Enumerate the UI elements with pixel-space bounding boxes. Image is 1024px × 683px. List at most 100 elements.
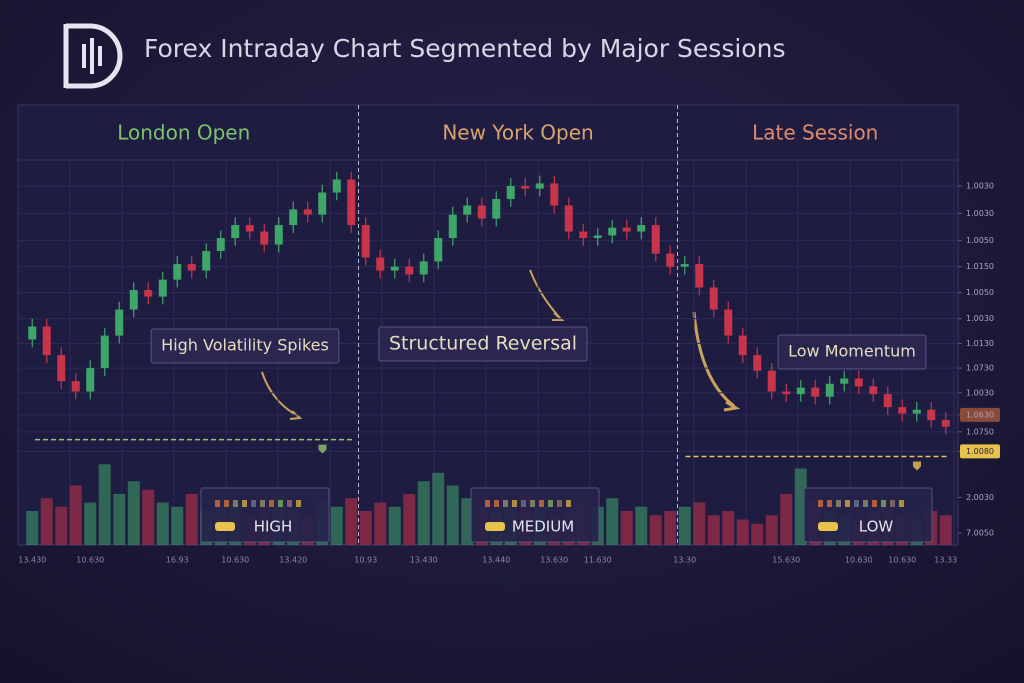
volume-bar [678,506,691,545]
session-title: New York Open [442,121,593,145]
candle-body [477,205,486,219]
panel [17,104,959,546]
candle-body [28,326,37,340]
volatility-dot [863,500,868,507]
annotation: Low Momentum [788,342,916,361]
arrow [692,311,735,408]
volatility-dot [260,500,265,507]
arrow-head [552,312,565,321]
volume-bar [939,515,952,545]
y-tick-label: 1.0080 [966,447,994,456]
volume-bar [359,511,372,545]
volume-bar [374,502,387,545]
volatility-dot [494,500,499,507]
x-tick-label: 10.630 [76,556,104,565]
volume-tick-label: 7.0050 [966,529,994,538]
candle-body [709,287,718,310]
y-tick-label: 1.0050 [966,236,994,245]
volatility-dot [296,500,301,507]
candle-body [42,326,51,356]
y-tick-label: 1.0630 [966,410,994,419]
arrows [261,269,741,420]
arrow-head [289,410,303,420]
volume-bar [736,519,749,545]
x-tick-label: 10.93 [354,556,377,565]
logo-mark [66,23,123,89]
y-tick-label: 1.0730 [966,364,994,373]
x-tick-label: 16.93 [166,556,189,565]
volatility-dot [503,500,508,507]
volume-bar [649,515,662,545]
arrow-head [723,400,741,412]
volume-bar [722,511,735,545]
volume-bar [26,511,39,545]
volatility-dot [269,500,274,507]
annotation: High Volatility Spikes [161,336,329,355]
x-tick-label: 13.33 [934,556,957,565]
x-tick-label: 10.630 [845,556,873,565]
volatility-dot [224,500,229,507]
x-tick-label: 11.630 [584,556,612,565]
volatility-dot [854,500,859,507]
candle-body [564,205,573,232]
volatility-dot [485,500,490,507]
volume-bar [345,498,358,545]
volume-bar [707,515,720,545]
volume-bar [330,506,343,545]
candle-body [303,209,312,215]
candle-body [289,209,298,226]
volume-bar [751,523,764,545]
badge-icon [485,522,505,531]
volume-bar [432,472,445,545]
volume-bar [606,498,619,545]
candle-body [912,409,921,414]
volume-bar [664,511,677,545]
candle-body [506,186,515,200]
candle-body [651,225,660,254]
candle-body [231,225,240,239]
volume-bar [185,494,198,545]
candle-body [927,409,936,421]
volatility-dot [899,500,904,507]
volatility-dot [872,500,877,507]
candle-body [840,378,849,384]
candle-body [883,394,892,408]
volume-bar [156,502,169,545]
volatility-dot [836,500,841,507]
candle-body [521,186,530,189]
candle-body [767,370,776,392]
volatility-dot [278,500,283,507]
y-tick-label: 1.0030 [966,388,994,397]
candle-body [129,290,138,310]
session-title: London Open [117,121,250,145]
candle-body [869,386,878,395]
candle-body [753,355,762,371]
candle-body [260,231,269,245]
volatility-label: MEDIUM [512,518,574,536]
candle-body [825,383,834,397]
annotation-box [150,328,340,364]
volatility-dot [548,500,553,507]
volatility-dot [215,500,220,507]
x-tick-label: 15.630 [772,556,800,565]
volatility-dot [512,500,517,507]
chart-title: Forex Intraday Chart Segmented by Major … [144,34,785,63]
x-tick-label: 13.630 [540,556,568,565]
volume-bar [55,506,68,545]
x-tick-label: 13.440 [482,556,510,565]
candle-body [71,381,80,392]
volume-bar [40,498,53,545]
volume-bar [388,506,401,545]
candle-body [782,391,791,395]
candle-body [535,183,544,189]
x-tick-label: 13.430 [18,556,46,565]
candle-body [608,227,617,236]
candle-body [245,225,254,232]
volume-bar [142,489,155,545]
volume-tick-label: 2.0030 [966,493,994,502]
volume-bar [403,494,416,545]
candle-body [593,235,602,239]
volatility-dot [890,500,895,507]
volatility-dot [287,500,292,507]
